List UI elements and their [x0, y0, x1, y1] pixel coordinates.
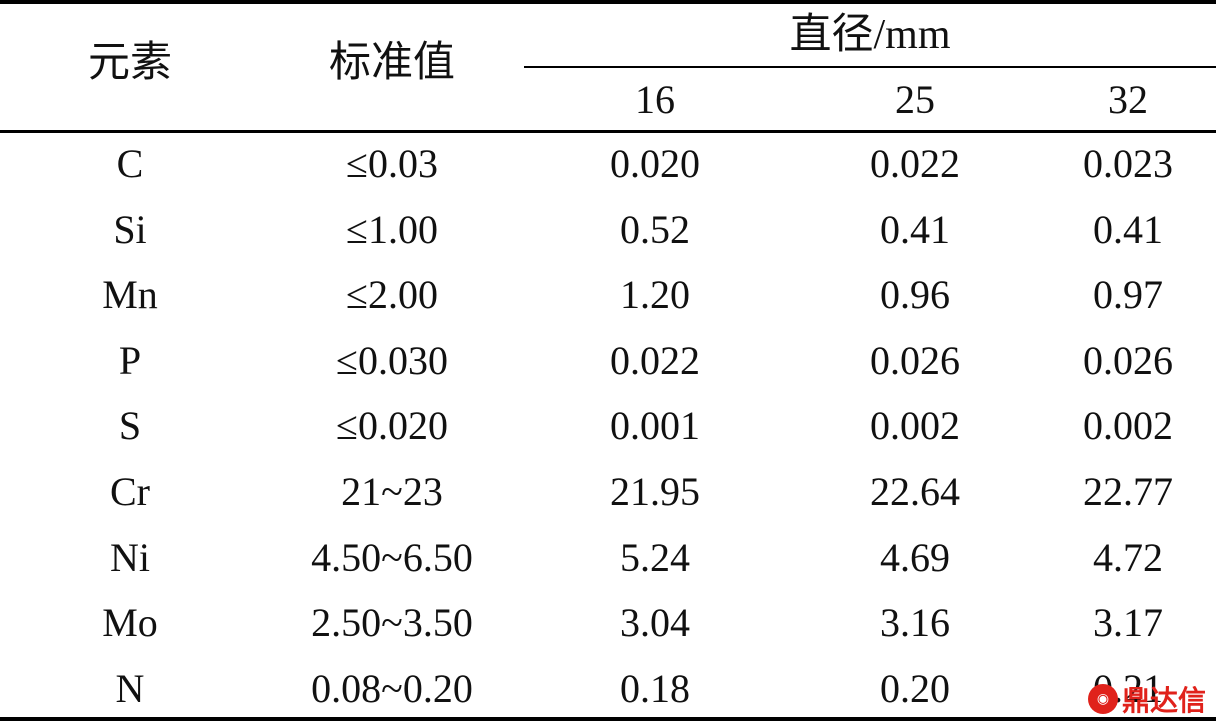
- cell-diameter-25: 0.022: [870, 141, 960, 186]
- cell-standard: 0.08~0.20: [311, 665, 473, 711]
- table-row: Mo 2.50~3.50 3.04 3.16 3.17: [0, 591, 1216, 657]
- cell-diameter-25: 0.41: [880, 206, 950, 252]
- cell-diameter-16: 21.95: [610, 469, 700, 514]
- cell-standard: ≤1.00: [346, 206, 438, 252]
- watermark: ◉ 鼎达信: [1087, 682, 1206, 717]
- cell-diameter-32: 0.41: [1093, 206, 1163, 252]
- header-rule: [0, 130, 1216, 133]
- cell-element: Mo: [102, 600, 158, 646]
- table-row: Mn ≤2.00 1.20 0.96 0.97: [0, 263, 1216, 329]
- cell-standard: 4.50~6.50: [311, 534, 473, 580]
- table-row: N 0.08~0.20 0.18 0.20 0.21: [0, 657, 1216, 723]
- cell-diameter-32: 0.002: [1083, 403, 1173, 449]
- cell-element: Si: [113, 206, 147, 252]
- cell-diameter-25: 0.026: [870, 337, 960, 383]
- cell-element: N: [115, 665, 145, 711]
- cell-element: Mn: [102, 272, 158, 318]
- cell-diameter-32: 4.72: [1093, 534, 1163, 580]
- top-rule: [0, 0, 1216, 4]
- cell-element: Cr: [110, 469, 150, 514]
- header-element: 元素: [87, 40, 172, 86]
- cell-diameter-32: 0.026: [1083, 337, 1173, 383]
- cell-diameter-16: 0.18: [620, 665, 690, 711]
- table-row: C ≤0.03 0.020 0.022 0.023: [0, 132, 1216, 198]
- header-sub-rule: [524, 66, 1216, 68]
- table-row: S ≤0.020 0.001 0.002 0.002: [0, 394, 1216, 460]
- cell-standard: 2.50~3.50: [311, 600, 473, 646]
- cell-diameter-16: 0.020: [610, 141, 700, 186]
- cell-diameter-32: 3.17: [1093, 600, 1163, 646]
- cell-element: Ni: [110, 534, 150, 580]
- cell-diameter-25: 0.002: [870, 403, 960, 449]
- table-row: Si ≤1.00 0.52 0.41 0.41: [0, 198, 1216, 264]
- bottom-rule: [0, 717, 1216, 721]
- cell-diameter-32: 0.97: [1093, 272, 1163, 318]
- cell-diameter-32: 22.77: [1083, 469, 1173, 514]
- table-row: Cr 21~23 21.95 22.64 22.77: [0, 460, 1216, 526]
- cell-diameter-25: 0.20: [880, 665, 950, 711]
- cell-element: C: [116, 141, 144, 186]
- header-diameter-25: 25: [895, 77, 935, 122]
- header-standard: 标准值: [328, 40, 455, 86]
- cell-standard: ≤0.030: [336, 337, 448, 383]
- cell-standard: ≤0.03: [346, 141, 438, 186]
- table-row: P ≤0.030 0.022 0.026 0.026: [0, 329, 1216, 395]
- watermark-text: 鼎达信: [1121, 684, 1206, 717]
- cell-diameter-25: 4.69: [880, 534, 950, 580]
- cell-diameter-16: 0.022: [610, 337, 700, 383]
- header-diameter-group: 直径/mm: [789, 12, 951, 58]
- cell-diameter-25: 3.16: [880, 600, 950, 646]
- cell-diameter-32: 0.023: [1083, 141, 1173, 186]
- cell-diameter-25: 0.96: [880, 272, 950, 318]
- cell-element: P: [118, 337, 142, 383]
- cell-diameter-16: 0.52: [620, 206, 690, 252]
- cell-element: S: [118, 403, 142, 449]
- cell-diameter-16: 0.001: [610, 403, 700, 449]
- watermark-logo-icon: ◉: [1087, 684, 1118, 714]
- cell-standard: 21~23: [341, 469, 443, 514]
- cell-diameter-16: 3.04: [620, 600, 690, 646]
- table-row: Ni 4.50~6.50 5.24 4.69 4.72: [0, 526, 1216, 592]
- cell-diameter-25: 22.64: [870, 469, 960, 514]
- cell-standard: ≤2.00: [346, 272, 438, 318]
- cell-standard: ≤0.020: [336, 403, 448, 449]
- cell-diameter-16: 1.20: [620, 272, 690, 318]
- header-diameter-32: 32: [1108, 77, 1148, 122]
- cell-diameter-16: 5.24: [620, 534, 690, 580]
- header-diameter-16: 16: [635, 77, 675, 122]
